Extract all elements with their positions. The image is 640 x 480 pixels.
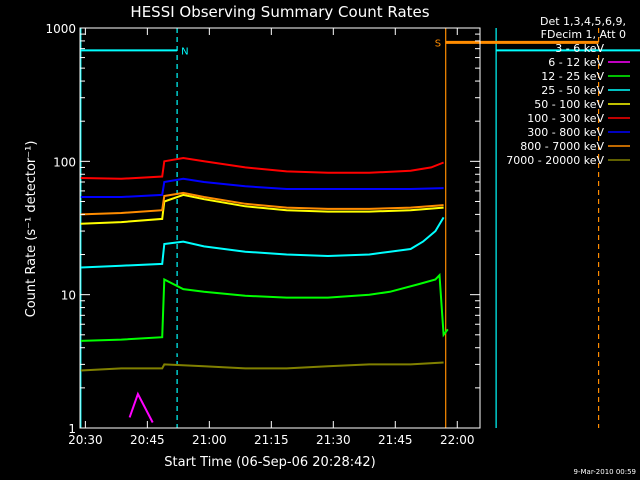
legend-title-line-2: FDecim 1, Att 0 — [541, 28, 626, 41]
x-tick-label: 20:30 — [68, 433, 103, 447]
annotation-label-s: S — [435, 38, 441, 49]
series-line-6-12-kev — [128, 391, 154, 423]
legend-label-7000-20000-kev: 7000 - 20000 keV — [506, 154, 604, 167]
legend-label-6-12-kev: 6 - 12 keV — [548, 56, 604, 69]
plot-area: NS — [80, 28, 640, 428]
chart-title: HESSI Observing Summary Count Rates — [130, 3, 429, 21]
y-tick-label: 100 — [53, 155, 76, 169]
x-tick-label: 20:45 — [130, 433, 165, 447]
annotation-label-n: N — [181, 46, 188, 57]
x-tick-label: 21:00 — [192, 433, 227, 447]
legend-label-12-25-kev: 12 - 25 keV — [541, 70, 604, 83]
x-tick-label: 21:15 — [254, 433, 289, 447]
legend-label-50-100-kev: 50 - 100 keV — [534, 98, 604, 111]
series-line-100-300-kev — [80, 156, 444, 180]
series-line-7000-20000-kev — [80, 361, 444, 372]
x-tick-label: 21:30 — [316, 433, 351, 447]
timestamp: 9-Mar-2010 00:59 — [574, 468, 636, 476]
axes: 20:30 20:45 21:00 21:15 21:30 21:45 22:00 1 10 10… — [45, 22, 481, 447]
legend-title-line-1: Det 1,3,4,5,6,9, — [540, 15, 626, 28]
x-tick-label: 22:00 — [440, 433, 475, 447]
legend-label-3-6-kev: 3 - 6 keV — [555, 42, 604, 55]
y-tick-label: 1 — [68, 422, 76, 436]
series-line-800-7000-kev — [80, 191, 444, 216]
y-tick-label: 1000 — [45, 22, 76, 36]
legend-label-300-800-kev: 300 - 800 keV — [527, 126, 604, 139]
y-axis-label: Count Rate (s⁻¹ detector⁻¹) — [24, 141, 39, 318]
x-tick-label: 21:45 — [378, 433, 413, 447]
series-line-3-6-kev — [163, 342, 419, 360]
legend-label-100-300-kev: 100 - 300 keV — [527, 112, 604, 125]
legend-label-25-50-kev: 25 - 50 keV — [541, 84, 604, 97]
legend-label-800-7000-kev: 800 - 7000 keV — [520, 140, 604, 153]
plot-frame — [79, 27, 481, 429]
x-axis-label: Start Time (06-Sep-06 20:28:42) — [164, 455, 375, 470]
series-line-12-25-kev — [80, 272, 449, 342]
series-line-300-800-kev — [80, 177, 444, 198]
y-tick-label: 10 — [61, 289, 76, 303]
series-line-25-50-kev — [80, 216, 445, 269]
series-line-50-100-kev — [80, 193, 444, 225]
